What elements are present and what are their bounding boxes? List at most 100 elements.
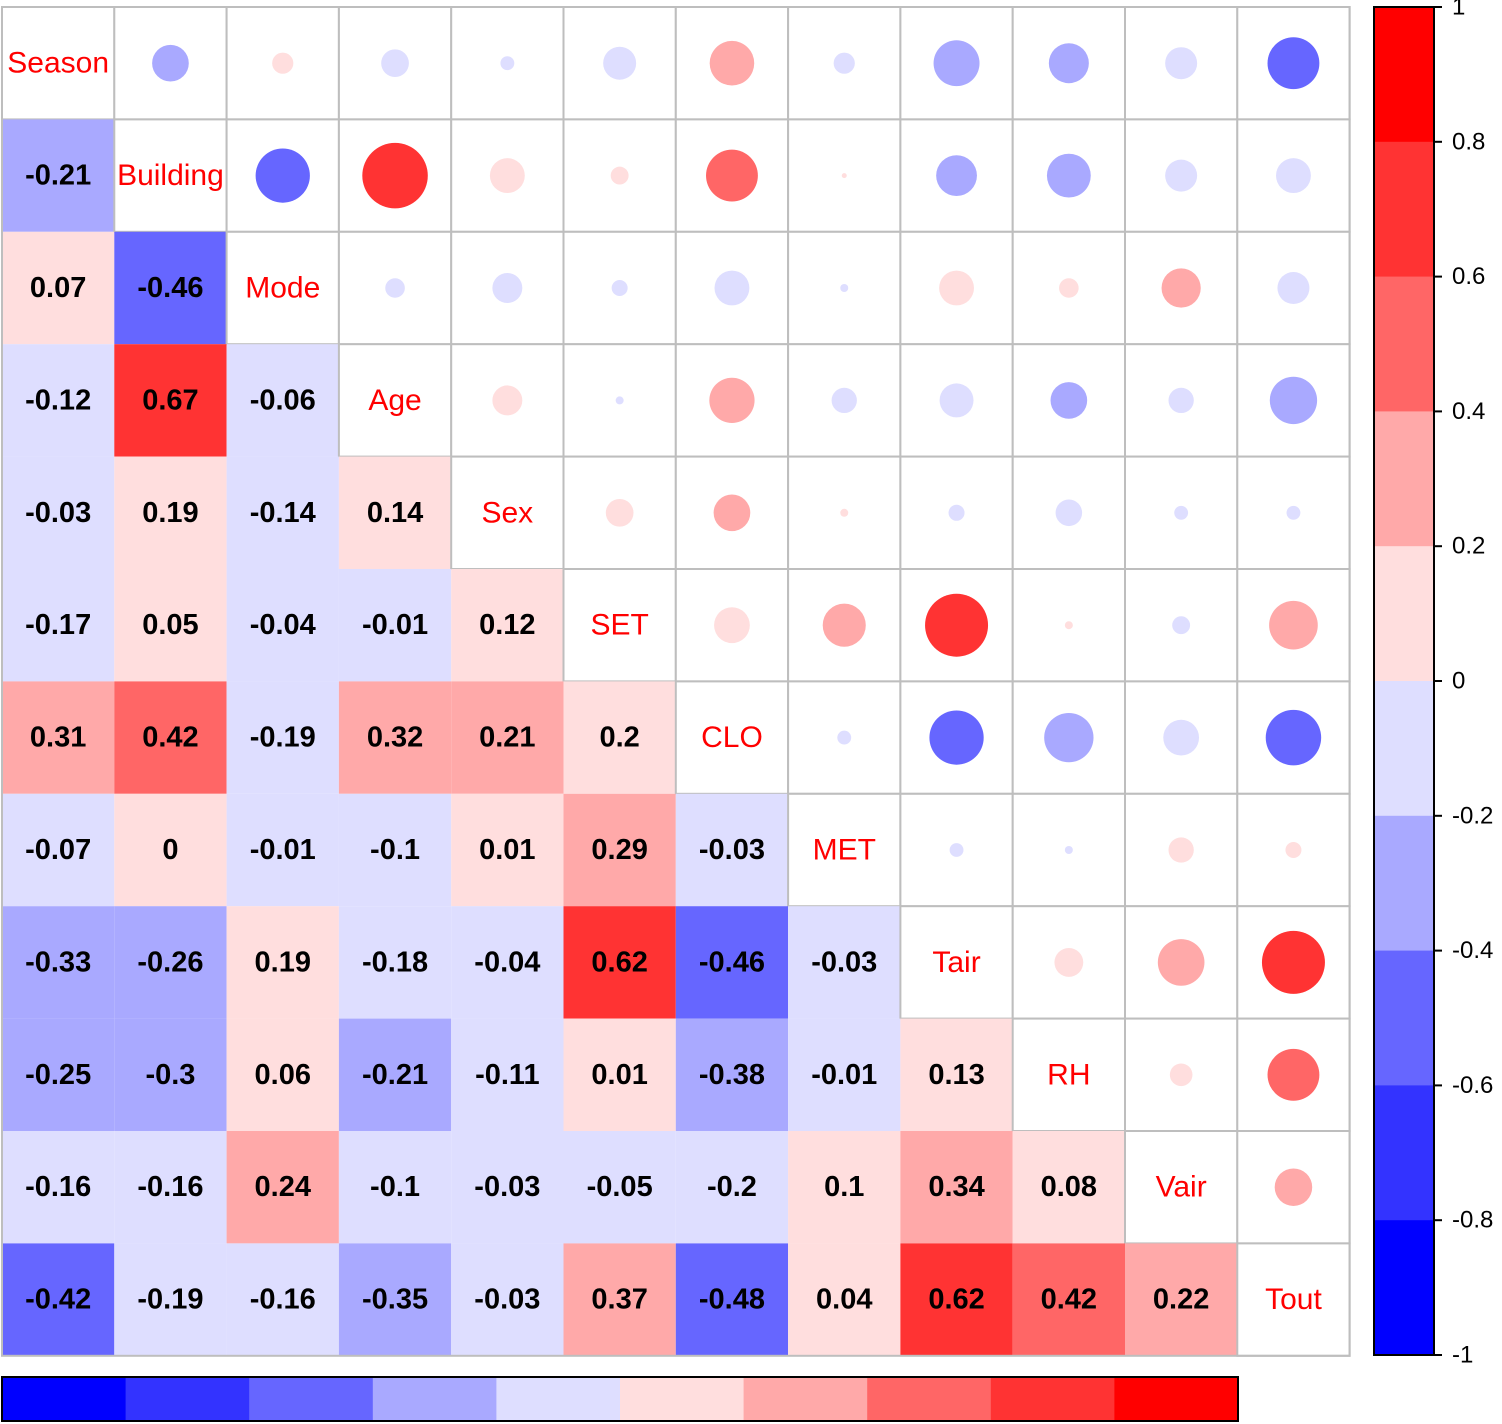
bottom-legend-border bbox=[1, 1376, 1239, 1422]
circle-Sex-Vair bbox=[1174, 505, 1189, 520]
cell-value-Tair-Building: -0.26 bbox=[137, 946, 203, 978]
diag-cell-Mode bbox=[225, 230, 340, 346]
circle-Age-Sex bbox=[492, 385, 523, 416]
circle-Sex-CLO bbox=[713, 494, 751, 532]
circle-Age-CLO bbox=[709, 377, 755, 424]
cell-value-Mode-Season: 0.07 bbox=[30, 272, 86, 304]
colorbar-segment bbox=[1374, 411, 1434, 547]
circle-Mode-RH bbox=[1059, 278, 1079, 298]
cell-value-Vair-Building: -0.16 bbox=[137, 1171, 203, 1203]
cell-value-Building-Season: -0.21 bbox=[25, 160, 91, 192]
circle-Building-RH bbox=[1046, 153, 1091, 198]
circle-Season-SET bbox=[603, 46, 637, 80]
cell-value-SET-Age: -0.01 bbox=[362, 609, 428, 641]
cell-value-Tout-Vair: 0.22 bbox=[1153, 1284, 1209, 1316]
circle-CLO-Vair bbox=[1163, 719, 1200, 756]
lower-cell-Tout-Age bbox=[338, 1243, 452, 1356]
colorbar-tick-label: -1 bbox=[1452, 1342, 1473, 1369]
circle-CLO-RH bbox=[1044, 712, 1094, 763]
diag-cell-SET bbox=[562, 568, 677, 683]
cell-value-Tout-Tair: 0.62 bbox=[928, 1284, 984, 1316]
cell-value-Tair-SET: 0.62 bbox=[591, 946, 647, 978]
circle-Age-SET bbox=[615, 396, 624, 405]
colorbar-segment bbox=[1374, 681, 1434, 817]
cell-value-Tair-Mode: 0.19 bbox=[255, 946, 311, 978]
lower-cell-RH-Age bbox=[338, 1018, 452, 1131]
lower-cell-RH-Mode bbox=[226, 1018, 339, 1131]
cell-value-Vair-MET: 0.1 bbox=[824, 1171, 864, 1203]
colorbar-segment bbox=[1374, 546, 1434, 682]
bottom-legend-segment bbox=[372, 1377, 497, 1421]
lower-cell-RH-Tair bbox=[900, 1018, 1013, 1131]
circle-Mode-CLO bbox=[714, 270, 750, 306]
colorbar-segment bbox=[1374, 815, 1434, 952]
cell-value-Tair-Sex: -0.04 bbox=[474, 946, 540, 978]
cell-value-Mode-Building: -0.46 bbox=[137, 272, 203, 304]
colorbar-tick-label: -0.8 bbox=[1452, 1207, 1493, 1234]
circle-MET-Tout bbox=[1285, 842, 1302, 858]
lower-cell-Tout-Sex bbox=[451, 1243, 564, 1356]
cell-value-MET-Sex: 0.01 bbox=[479, 834, 535, 866]
cell-value-Vair-CLO: -0.2 bbox=[707, 1171, 757, 1203]
lower-cell-Tair-Mode bbox=[226, 906, 339, 1019]
cell-value-RH-CLO: -0.38 bbox=[699, 1059, 765, 1091]
bottom-legend-segment bbox=[2, 1377, 127, 1421]
lower-cell-SET-Season bbox=[2, 569, 115, 682]
lower-cell-Tout-Tair bbox=[900, 1243, 1013, 1356]
cell-value-Tout-Season: -0.42 bbox=[25, 1284, 91, 1316]
cell-value-Tair-CLO: -0.46 bbox=[699, 946, 765, 978]
diag-cell-Sex bbox=[450, 455, 565, 571]
circle-Building-SET bbox=[610, 166, 629, 185]
circle-MET-Vair bbox=[1168, 837, 1194, 863]
colorbar-tick-label: 0.8 bbox=[1452, 128, 1485, 155]
cell-value-Vair-Age: -0.1 bbox=[370, 1171, 420, 1203]
diag-cell-Tair bbox=[899, 905, 1014, 1020]
bottom-legend-segment bbox=[867, 1377, 992, 1421]
cell-value-Tout-Mode: -0.16 bbox=[250, 1284, 316, 1316]
cell-value-Tout-SET: 0.37 bbox=[591, 1284, 647, 1316]
circle-Building-Mode bbox=[255, 148, 310, 203]
variable-label-tout: Tout bbox=[1265, 1283, 1322, 1316]
circle-Season-Tair bbox=[933, 40, 980, 87]
colorbar-tick-label: -0.6 bbox=[1452, 1072, 1493, 1099]
circle-Sex-SET bbox=[605, 498, 634, 527]
circle-MET-Tair bbox=[949, 843, 964, 857]
cell-value-Vair-SET: -0.05 bbox=[587, 1171, 653, 1203]
matrix-border bbox=[1, 6, 1351, 1357]
cell-value-Tair-Season: -0.33 bbox=[25, 946, 91, 978]
lower-cell-Vair-Tair bbox=[900, 1131, 1013, 1244]
variable-label-mode: Mode bbox=[245, 272, 320, 305]
bottom-legend-segment bbox=[990, 1377, 1115, 1421]
correlation-matrix: Season -0.21 Building 0.07 -0.46 Mode -0.12 0.6… bbox=[1, 6, 1351, 1357]
circle-Age-Tout bbox=[1269, 376, 1318, 425]
circle-MET-RH bbox=[1064, 846, 1073, 854]
lower-cell-Mode-Building bbox=[114, 231, 227, 345]
cell-value-RH-Season: -0.25 bbox=[25, 1059, 91, 1091]
cell-value-CLO-Building: 0.42 bbox=[142, 722, 198, 754]
cell-value-MET-Age: -0.1 bbox=[370, 834, 420, 866]
diag-cell-Building bbox=[113, 118, 228, 233]
lower-cell-Mode-Season bbox=[2, 231, 115, 345]
circle-Season-RH bbox=[1048, 43, 1089, 84]
lower-cell-Sex-Season bbox=[2, 456, 115, 569]
cell-value-CLO-Season: 0.31 bbox=[30, 722, 86, 754]
cell-value-Tout-Building: -0.19 bbox=[137, 1284, 203, 1316]
circle-Tair-RH bbox=[1054, 947, 1084, 977]
cell-value-SET-Sex: 0.12 bbox=[479, 609, 535, 641]
cell-value-Age-Season: -0.12 bbox=[25, 384, 91, 416]
variable-label-rh: RH bbox=[1047, 1058, 1090, 1091]
circle-Sex-Tout bbox=[1286, 505, 1301, 520]
lower-cell-MET-Building bbox=[114, 793, 227, 907]
circle-Sex-RH bbox=[1055, 499, 1083, 527]
lower-cell-Tout-RH bbox=[1012, 1243, 1125, 1356]
lower-cell-SET-Sex bbox=[451, 569, 564, 682]
lower-cell-RH-SET bbox=[563, 1018, 676, 1131]
circle-SET-MET bbox=[822, 603, 866, 647]
lower-cell-SET-Building bbox=[114, 569, 227, 682]
cell-value-Vair-Mode: 0.24 bbox=[255, 1171, 311, 1203]
circle-Building-Vair bbox=[1165, 159, 1198, 192]
lower-cell-Tout-Mode bbox=[226, 1243, 339, 1356]
circle-Building-Age bbox=[362, 142, 428, 209]
circle-Season-CLO bbox=[709, 40, 755, 86]
